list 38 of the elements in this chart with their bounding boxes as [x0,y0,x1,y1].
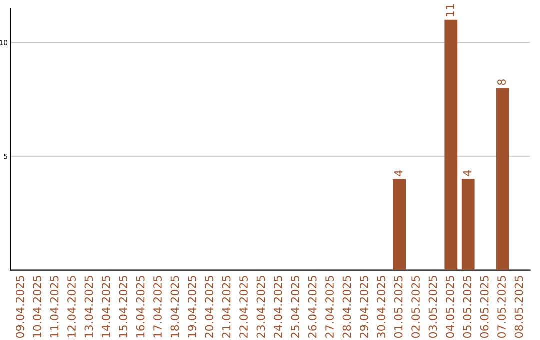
x-tick-label: 14.04.2025 [102,276,110,338]
x-tick-label: 23.04.2025 [256,276,266,338]
data-label: 8 [498,80,506,86]
bar [462,179,475,270]
x-tick-label: 27.04.2025 [326,276,334,338]
x-tick-label: 02.05.2025 [412,276,420,338]
x-tick-label: 15.04.2025 [119,276,128,338]
x-tick-label: 19.04.2025 [188,276,196,338]
x-tick-label: 30.04.2025 [377,276,386,338]
x-tick-label: 04.05.2025 [446,276,454,338]
data-label: 11 [446,4,454,16]
x-tick-label: 09.04.2025 [16,276,24,338]
x-tick-label: 12.04.2025 [68,276,76,338]
x-tick-label: 08.05.2025 [514,276,524,338]
x-tick-label: 17.04.2025 [154,276,162,338]
x-tick-label: 13.04.2025 [84,276,94,338]
x-tick-label: 22.04.2025 [240,276,248,338]
x-tick-label: 03.05.2025 [428,276,438,338]
data-label: 4 [463,170,472,176]
x-tick-label: 28.04.2025 [342,276,352,338]
x-tick-label: 05.05.2025 [463,276,472,338]
x-tick-label: 24.04.2025 [274,276,282,338]
x-tick-label: 01.05.2025 [394,276,403,338]
bar [444,20,458,270]
data-label: 4 [394,170,403,176]
x-tick-label: 25.04.2025 [291,276,300,338]
x-tick-label: 21.04.2025 [222,276,231,338]
bar [496,88,510,270]
x-tick-label: 06.05.2025 [480,276,489,338]
x-tick-label: 16.04.2025 [136,276,145,338]
x-tick-label: 11.04.2025 [50,276,59,338]
x-tick-label: 07.05.2025 [498,276,506,338]
bar [393,179,406,270]
x-tick-label: 26.04.2025 [308,276,317,338]
x-tick-label: 18.04.2025 [170,276,180,338]
x-tick-label: 29.04.2025 [360,276,368,338]
x-tick-label: 20.04.2025 [205,276,214,338]
x-tick-label: 10.04.2025 [33,276,42,338]
